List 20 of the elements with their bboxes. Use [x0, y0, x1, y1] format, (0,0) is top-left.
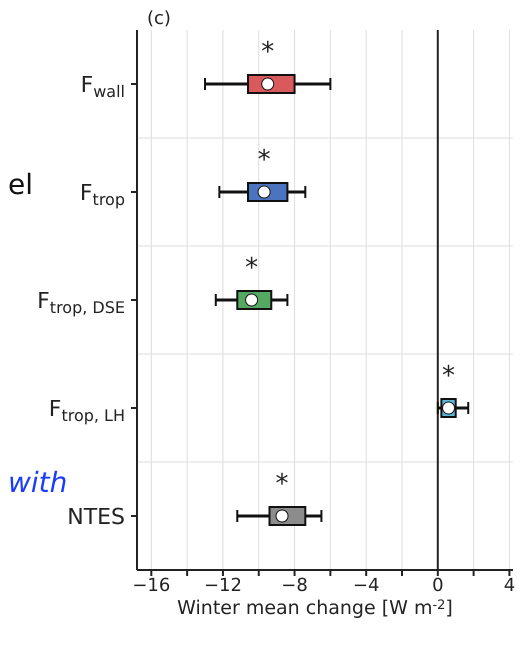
chart-title: (c): [147, 8, 171, 29]
x-tick-label: 0: [432, 574, 444, 596]
x-tick-label: −12: [204, 574, 242, 596]
text: with: [8, 466, 68, 499]
y-tick-label: F$_{trop}$: [80, 181, 125, 209]
y-tick-label: NTES: [67, 505, 125, 530]
y-tick-label: F$_{trop, LH}$: [48, 397, 125, 425]
x-axis-title: Winter mean change [W m$^{-2}$]: [177, 597, 453, 619]
text: *: [442, 361, 456, 392]
text: *: [258, 145, 271, 176]
text: *: [261, 37, 274, 68]
x-tick-label: −8: [281, 574, 308, 596]
text: *: [245, 253, 258, 284]
y-tick-label: F$_{trop, DSE}$: [37, 289, 125, 317]
text: *: [276, 469, 289, 500]
x-tick-label: −16: [132, 574, 170, 596]
x-tick-label: −4: [352, 574, 380, 596]
y-tick-label: F$_{wall}$: [80, 73, 125, 101]
text: el: [8, 168, 34, 201]
x-tick-label: 4: [504, 574, 516, 596]
